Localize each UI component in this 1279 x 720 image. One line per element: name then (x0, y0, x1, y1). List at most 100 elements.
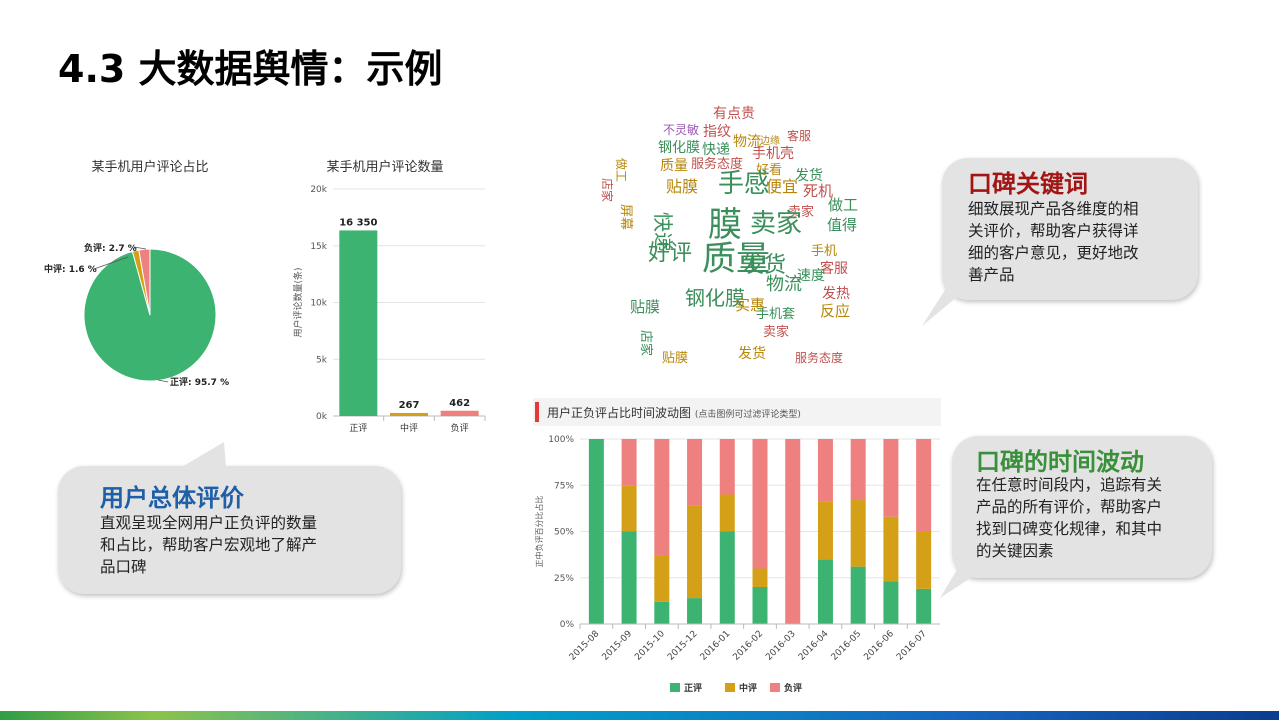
word-cloud-word: 客服 (787, 128, 811, 143)
word-cloud-word: 做工 (614, 158, 629, 182)
word-cloud-word: 发热 (822, 286, 850, 302)
word-cloud-word: 快递 (651, 212, 675, 252)
timeline-category-label: 2016-05 (830, 629, 864, 663)
word-cloud-word: 反应 (820, 302, 850, 320)
keywords-callout-heading: 口碑关键词 (968, 169, 1088, 198)
overall-callout-pointer (180, 442, 226, 468)
stacked-bar-segment (687, 439, 703, 506)
bar-ytick-label: 5k (316, 355, 328, 365)
keywords-line: 细致展现产品各维度的相 (968, 200, 1139, 218)
stacked-bar-segment (687, 505, 703, 599)
stacked-bar-segment (785, 439, 801, 624)
timeline-line: 找到口碑变化规律，和其中 (976, 520, 1163, 538)
timeline-category-label: 2015-09 (601, 629, 635, 663)
timeline-line: 的关键因素 (976, 542, 1054, 560)
word-cloud-word: 卖家 (788, 204, 814, 220)
bar (440, 410, 479, 416)
pie-label-leader (133, 246, 147, 250)
overall-callout-heading: 用户总体评价 (100, 483, 244, 512)
keywords-line: 细的客户意见，更好地改 (968, 244, 1139, 262)
timeline-line: 产品的所有评价，帮助客户 (976, 498, 1163, 516)
keywords-callout-pointer (922, 282, 975, 326)
bar-ytick-label: 0k (316, 412, 328, 422)
bar-category-label: 中评 (400, 422, 418, 434)
timeline-ytick-label: 25% (554, 574, 574, 584)
timeline-category-label: 2016-02 (731, 629, 765, 663)
page-title: 4.3 大数据舆情：示例 (58, 47, 443, 91)
word-cloud-word: 手机 (811, 244, 837, 259)
word-cloud-word: 贴膜 (666, 177, 698, 196)
stacked-bar-segment (654, 601, 670, 624)
timeline-y-axis-label: 正中负评百分比占比 (534, 496, 544, 568)
timeline-category-label: 2016-07 (895, 629, 929, 663)
bar-y-axis-label: 用户评论数量(条) (292, 267, 304, 337)
timeline-category-label: 2015-08 (568, 629, 602, 663)
keywords-line: 关评价，帮助客户获得详 (968, 222, 1139, 240)
word-cloud-word: 卖家 (750, 209, 802, 239)
timeline-category-label: 2016-03 (764, 629, 798, 663)
word-cloud-word: 实惠 (735, 296, 765, 314)
pie-chart-title: 某手机用户评论占比 (91, 160, 209, 175)
legend-swatch (770, 683, 780, 692)
stacked-bar-segment (719, 494, 735, 532)
stacked-bar-segment (654, 439, 670, 556)
pie-chart: 正评: 95.7 % 中评: 1.6 % 负评: 2.7 % (44, 242, 229, 388)
word-cloud-word: 钢化膜 (685, 286, 745, 310)
pie-label-leader (93, 256, 129, 270)
timeline-callout-heading: 口碑的时间波动 (976, 447, 1144, 476)
word-cloud-word: 做工 (828, 196, 858, 214)
pie-slice-label: 负评: 2.7 % (84, 242, 137, 254)
stacked-bar-segment (883, 439, 899, 517)
word-cloud-word: 好评 (648, 241, 692, 266)
bar-ytick-label: 20k (310, 185, 327, 195)
overall-callout-body: 直观呈现全网用户正负评的数量 和占比，帮助客户宏观地了解产 品口碑 (100, 512, 390, 578)
word-cloud-word: 发货 (795, 167, 823, 184)
stacked-bar-segment (752, 587, 768, 624)
stacked-bar-segment (719, 439, 735, 495)
word-cloud-word: 发货 (742, 253, 786, 278)
word-cloud-word: 死机 (803, 182, 833, 200)
legend-label: 中评 (739, 682, 757, 694)
timeline-callout-body: 在任意时间段内，追踪有关 产品的所有评价，帮助客户 找到口碑变化规律，和其中 的… (976, 474, 1208, 562)
timeline-category-label: 2016-01 (699, 629, 733, 663)
word-cloud-word: 速度 (797, 268, 825, 284)
timeline-ytick-label: 0% (560, 620, 575, 630)
bar (339, 230, 378, 416)
word-cloud-word: 店家 (638, 330, 654, 356)
stacked-bar-segment (916, 588, 932, 624)
timeline-category-label: 2016-06 (862, 629, 896, 663)
word-cloud-word: 便宜 (766, 177, 798, 196)
word-cloud-word: 手机壳 (752, 145, 794, 162)
stacked-bar-segment (621, 485, 637, 532)
timeline-ytick-label: 100% (548, 435, 574, 445)
stacked-bar-segment (654, 555, 670, 602)
word-cloud-word: 质量 (702, 239, 770, 279)
bar-value-label: 16 350 (339, 217, 377, 228)
overall-callout: 用户总体评价 直观呈现全网用户正负评的数量 和占比，帮助客户宏观地了解产 品口碑 (58, 466, 401, 594)
stacked-bar-segment (850, 566, 866, 624)
word-cloud-word: 物流 (733, 134, 761, 150)
timeline-callout: 口碑的时间波动 在任意时间段内，追踪有关 产品的所有评价，帮助客户 找到口碑变化… (952, 436, 1212, 578)
timeline-category-label: 2016-04 (797, 629, 831, 663)
word-cloud-word: 值得 (827, 216, 857, 234)
stacked-bar-segment (588, 439, 604, 624)
bar-category-label: 正评 (349, 423, 367, 434)
word-cloud-word: 屏幕 (618, 204, 633, 230)
word-cloud-word: 服务态度 (691, 156, 743, 172)
bottom-accent-bar (0, 711, 1279, 720)
word-cloud-word: 卖家 (763, 324, 789, 340)
legend-label: 正评 (684, 682, 702, 694)
word-cloud-word: 手感 (718, 169, 770, 199)
stacked-bar-segment (916, 531, 932, 589)
word-cloud-word: 物流 (766, 274, 802, 295)
word-cloud-word: 店家 (600, 178, 615, 202)
word-cloud-word: 指纹 (703, 124, 731, 140)
timeline-header-accent (535, 402, 539, 422)
bar-ytick-label: 10k (310, 299, 327, 309)
pie-slice-label: 正评: 95.7 % (170, 376, 229, 388)
word-cloud-word: 好看 (756, 162, 782, 178)
legend-swatch (725, 683, 735, 692)
pie-label-leader (157, 379, 169, 383)
